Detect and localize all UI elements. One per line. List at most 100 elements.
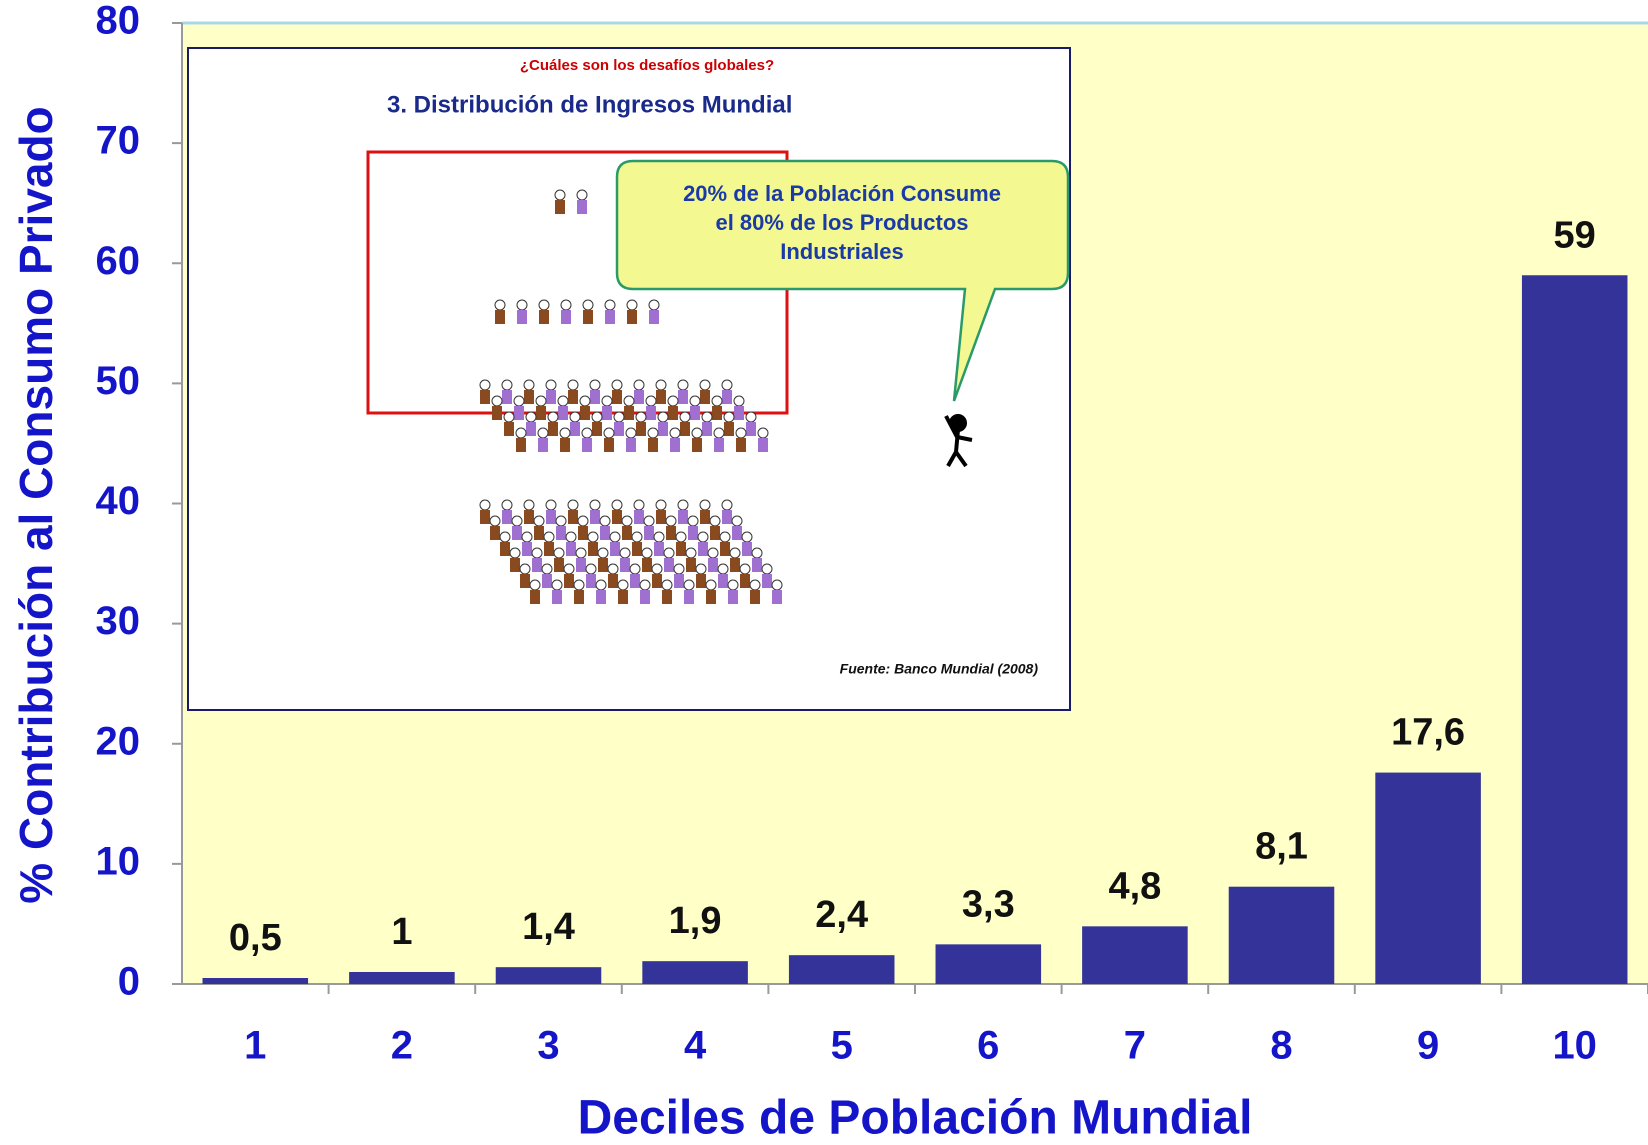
person-icon — [524, 380, 534, 404]
person-body — [614, 422, 624, 436]
person-head — [696, 564, 706, 574]
person-head — [772, 580, 782, 590]
person-body — [722, 390, 732, 404]
person-icon — [546, 500, 556, 524]
person-head — [630, 564, 640, 574]
person-body — [720, 542, 730, 556]
person-head — [656, 500, 666, 510]
person-head — [602, 396, 612, 406]
person-head — [740, 564, 750, 574]
person-body — [546, 510, 556, 524]
person-icon — [688, 516, 698, 540]
person-icon — [708, 548, 718, 572]
person-head — [517, 300, 527, 310]
person-head — [718, 564, 728, 574]
person-body — [674, 574, 684, 588]
person-head — [538, 428, 548, 438]
person-body — [746, 422, 756, 436]
person-body — [480, 390, 490, 404]
person-icon — [648, 428, 658, 452]
person-icon — [532, 548, 542, 572]
person-icon — [686, 548, 696, 572]
person-icon — [646, 396, 656, 420]
person-head — [548, 412, 558, 422]
person-head — [576, 548, 586, 558]
person-icon — [612, 500, 622, 524]
person-icon — [568, 380, 578, 404]
person-head — [502, 500, 512, 510]
person-icon — [634, 380, 644, 404]
person-body — [556, 526, 566, 540]
person-body — [495, 310, 505, 324]
value-label: 3,3 — [962, 883, 1015, 925]
person-icon — [676, 532, 686, 556]
person-icon — [536, 396, 546, 420]
person-body — [654, 542, 664, 556]
person-body — [710, 526, 720, 540]
person-head — [634, 500, 644, 510]
person-icon — [690, 396, 700, 420]
person-head — [526, 412, 536, 422]
bar — [349, 972, 455, 984]
person-body — [702, 422, 712, 436]
person-head — [734, 396, 744, 406]
y-tick-label: 20 — [96, 719, 141, 763]
person-icon — [608, 564, 618, 588]
person-body — [534, 526, 544, 540]
person-icon — [522, 532, 532, 556]
person-body — [516, 438, 526, 452]
person-body — [644, 526, 654, 540]
person-body — [732, 526, 742, 540]
person-icon — [602, 396, 612, 420]
person-body — [552, 590, 562, 604]
person-body — [750, 590, 760, 604]
person-head — [570, 412, 580, 422]
person-icon — [480, 500, 490, 524]
person-head — [495, 300, 505, 310]
person-body — [690, 406, 700, 420]
person-body — [640, 590, 650, 604]
person-body — [646, 406, 656, 420]
person-icon — [728, 580, 738, 604]
person-icon — [758, 428, 768, 452]
person-icon — [520, 564, 530, 588]
person-body — [706, 590, 716, 604]
person-body — [510, 558, 520, 572]
person-body — [490, 526, 500, 540]
person-icon — [542, 564, 552, 588]
person-head — [690, 396, 700, 406]
person-body — [577, 200, 587, 214]
person-head — [702, 412, 712, 422]
person-head — [722, 380, 732, 390]
person-head — [520, 564, 530, 574]
person-head — [644, 516, 654, 526]
person-body — [736, 438, 746, 452]
person-icon — [548, 412, 558, 436]
person-head — [724, 412, 734, 422]
person-head — [636, 412, 646, 422]
person-head — [564, 564, 574, 574]
person-body — [618, 590, 628, 604]
person-icon — [588, 532, 598, 556]
person-head — [698, 532, 708, 542]
person-icon — [670, 428, 680, 452]
person-head — [555, 190, 565, 200]
value-label: 1,9 — [669, 900, 722, 942]
x-tick-label: 7 — [1124, 1024, 1146, 1068]
person-icon — [502, 380, 512, 404]
person-head — [652, 564, 662, 574]
person-icon — [654, 532, 664, 556]
person-icon — [490, 516, 500, 540]
person-icon — [720, 532, 730, 556]
person-body — [686, 558, 696, 572]
person-body — [596, 590, 606, 604]
person-body — [583, 310, 593, 324]
person-body — [634, 390, 644, 404]
person-icon — [700, 380, 710, 404]
person-icon — [556, 516, 566, 540]
person-body — [514, 406, 524, 420]
person-head — [649, 300, 659, 310]
person-icon — [538, 428, 548, 452]
person-body — [678, 510, 688, 524]
person-icon — [624, 396, 634, 420]
